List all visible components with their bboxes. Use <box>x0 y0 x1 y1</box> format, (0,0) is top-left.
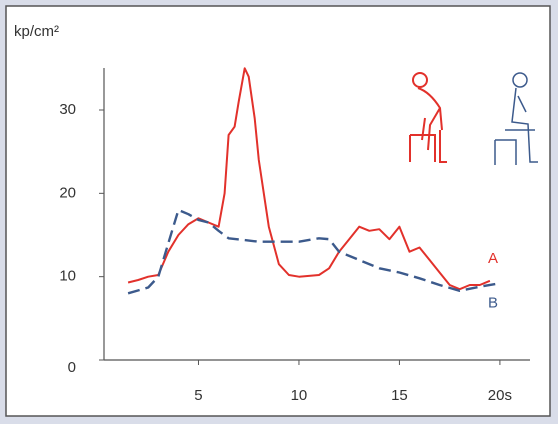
x-tick-label: 20s <box>488 387 512 404</box>
x-tick-label: 5 <box>194 387 202 404</box>
y-tick-label: 30 <box>59 101 76 118</box>
legend-label: B <box>488 294 498 311</box>
x-tick-label: 10 <box>291 387 308 404</box>
page: kp/cm² 01020305101520sAB (() => { const … <box>0 0 558 429</box>
y-tick-label: 20 <box>59 184 76 201</box>
y-tick-label: 0 <box>68 359 76 376</box>
legend-label: A <box>488 250 498 267</box>
chart: kp/cm² 0 10 20 30 5 10 15 20s A B <box>0 0 558 424</box>
x-tick-label: 15 <box>391 387 408 404</box>
y-axis-label: kp/cm² <box>14 23 59 40</box>
inner-frame <box>6 6 550 416</box>
y-tick-label: 10 <box>59 268 76 285</box>
